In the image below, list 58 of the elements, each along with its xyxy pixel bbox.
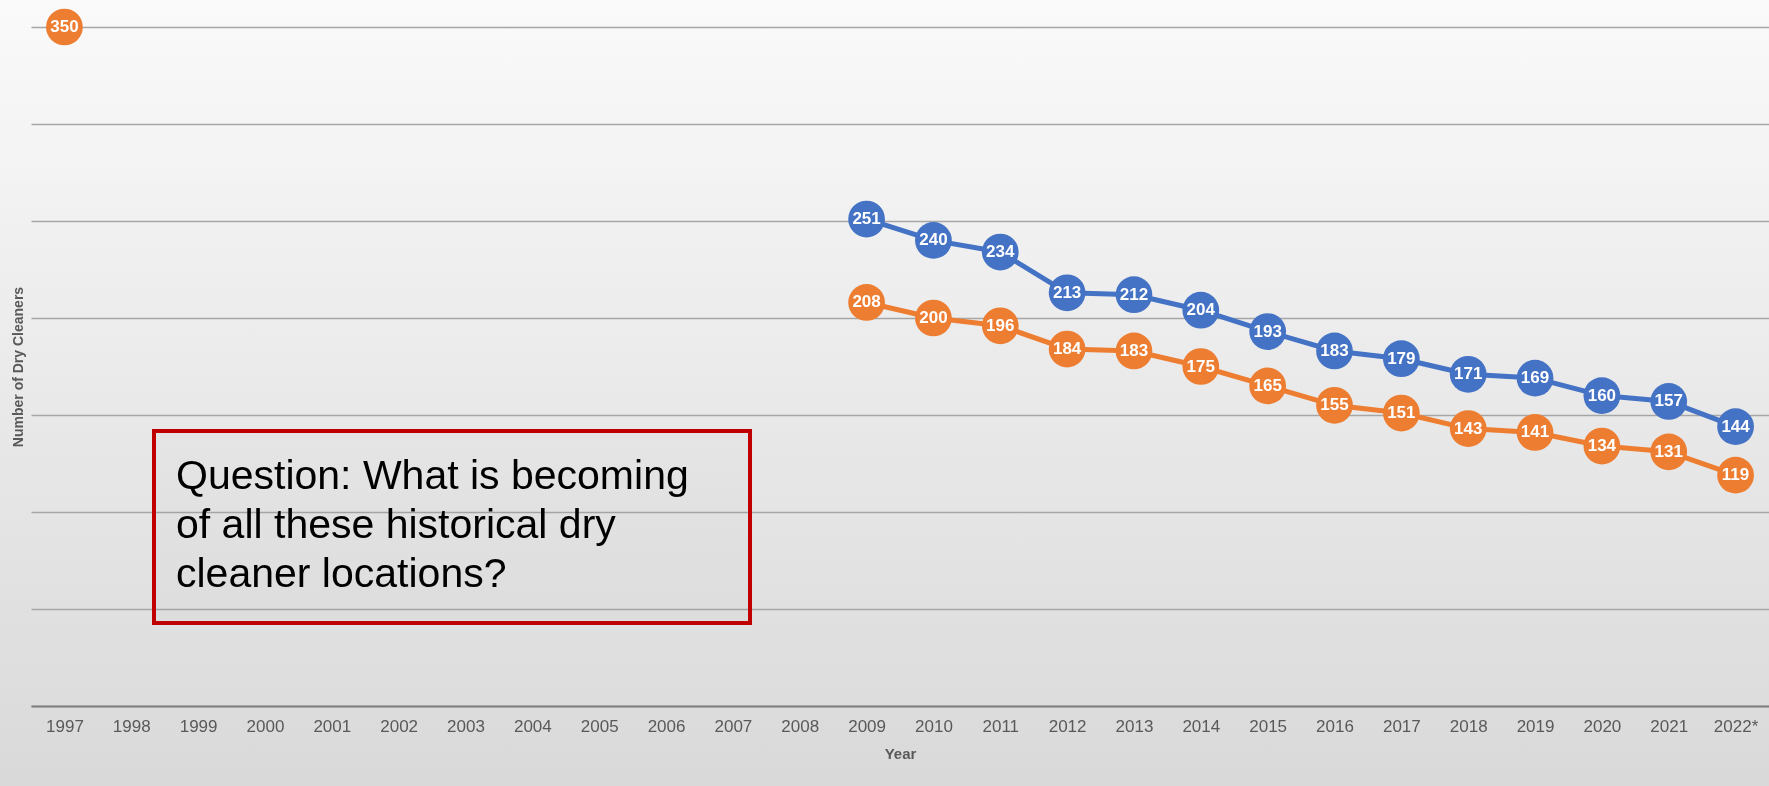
data-label: 143 (1454, 418, 1483, 438)
data-label: 193 (1253, 321, 1282, 341)
x-tick-label: 2021 (1650, 716, 1689, 736)
x-tick-label: 1998 (112, 716, 151, 736)
x-tick-label: 2012 (1048, 716, 1087, 736)
data-label: 151 (1387, 403, 1416, 423)
x-tick-label: 1997 (46, 716, 84, 736)
x-tick-label: 2014 (1182, 716, 1221, 736)
x-tick-label: 2009 (848, 716, 886, 736)
x-tick-label: 2019 (1516, 716, 1555, 736)
data-label: 155 (1320, 395, 1349, 415)
x-tick-label: 2001 (313, 716, 352, 736)
data-label: 165 (1253, 375, 1282, 395)
data-label: 196 (986, 315, 1015, 335)
data-label: 212 (1119, 284, 1149, 304)
y-axis-title: Number of Dry Cleaners (9, 286, 26, 448)
data-label: 208 (852, 292, 881, 312)
x-tick-label: 2015 (1249, 716, 1288, 736)
data-label: 200 (919, 308, 948, 327)
x-tick-label: 2017 (1382, 716, 1421, 736)
data-label: 213 (1052, 282, 1082, 302)
data-label: 169 (1520, 368, 1550, 388)
data-label: 171 (1454, 364, 1483, 384)
data-label: 183 (1320, 340, 1349, 360)
x-tick-label: 2005 (580, 716, 619, 736)
data-label: 157 (1654, 391, 1683, 411)
x-tick-label: 2008 (781, 716, 820, 736)
x-tick-label: 2007 (714, 716, 753, 736)
x-tick-label: 2020 (1583, 716, 1622, 736)
data-label: 144 (1721, 416, 1751, 436)
x-axis-title: Year (884, 744, 917, 762)
annotation: Question: What is becoming of all these historical dry cleaner locations? (152, 429, 752, 625)
x-tick-label: 2003 (447, 716, 485, 736)
data-label: 240 (919, 230, 948, 250)
x-tick-label: 2002 (380, 716, 419, 736)
x-tick-label: 2013 (1115, 716, 1154, 736)
data-label: 134 (1587, 436, 1617, 456)
data-label: 184 (1052, 339, 1082, 359)
data-label: 141 (1520, 422, 1550, 442)
x-tick-label: 2022* (1713, 716, 1759, 736)
data-label: 160 (1587, 385, 1617, 405)
data-label: 175 (1186, 356, 1215, 376)
data-label: 204 (1186, 300, 1216, 320)
data-label: 251 (852, 209, 881, 229)
data-label: 179 (1387, 348, 1416, 368)
data-label: 131 (1654, 441, 1683, 461)
x-tick-label: 1999 (179, 716, 218, 736)
x-tick-label: 2016 (1316, 716, 1354, 736)
data-label: 350 (50, 17, 79, 36)
data-label: 183 (1119, 340, 1149, 360)
x-tick-label: 2004 (513, 716, 552, 736)
data-label: 234 (986, 242, 1015, 262)
x-tick-label: 2011 (982, 716, 1020, 736)
x-tick-label: 2010 (915, 716, 953, 736)
x-tick-label: 2018 (1449, 716, 1488, 736)
x-tick-label: 2006 (647, 716, 686, 736)
x-tick-label: 2000 (246, 716, 285, 736)
data-label: 119 (1721, 465, 1750, 485)
